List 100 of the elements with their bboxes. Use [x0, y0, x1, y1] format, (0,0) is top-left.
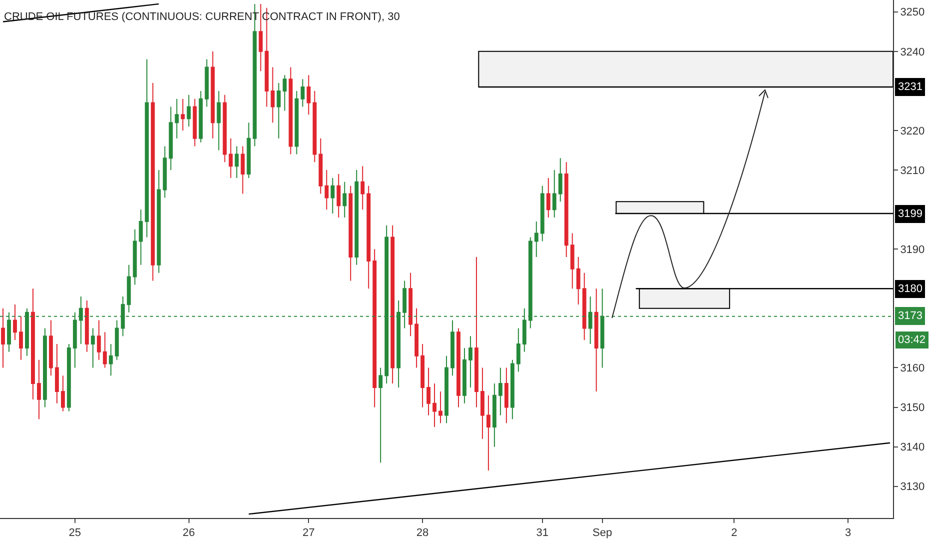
candlestick	[42, 328, 47, 408]
candlestick	[180, 98, 185, 131]
candlestick	[126, 264, 131, 313]
candlestick	[222, 94, 227, 163]
candlestick	[216, 90, 221, 151]
candlestick	[558, 158, 562, 202]
y-tick-label: 3160	[900, 362, 925, 375]
text: 03:42	[898, 334, 926, 346]
candlestick	[498, 367, 502, 416]
candlestick	[13, 304, 17, 341]
candlestick	[540, 185, 544, 242]
candlestick	[234, 146, 239, 178]
candlestick	[546, 177, 550, 218]
candlestick	[456, 328, 460, 408]
candlestick	[54, 344, 59, 404]
ref-line-label: 3199	[898, 208, 922, 220]
candlestick	[576, 256, 580, 305]
candlestick	[594, 288, 598, 392]
y-tick-label: 3150	[900, 402, 925, 414]
candlestick	[318, 138, 323, 194]
candlestick	[426, 367, 430, 416]
candlestick	[510, 359, 514, 420]
candlestick	[486, 394, 490, 472]
candlestick	[414, 308, 418, 368]
candlestick	[372, 248, 377, 408]
candlestick	[144, 58, 149, 238]
candlestick	[192, 98, 197, 147]
candlestick	[198, 90, 203, 143]
candlestick	[156, 170, 161, 274]
candlestick	[534, 220, 538, 258]
candlestick	[228, 138, 233, 178]
candlestick	[336, 173, 341, 218]
candlestick	[114, 320, 119, 360]
y-tick-label: 3190	[900, 244, 925, 256]
candlestick	[330, 177, 335, 214]
x-tick-label: Sep	[592, 527, 612, 540]
candlestick	[84, 300, 89, 352]
candlestick	[138, 209, 143, 266]
candlestick	[312, 90, 317, 163]
candlestick	[360, 166, 365, 210]
candlestick	[96, 320, 101, 360]
candlestick	[288, 66, 293, 155]
candlestick	[306, 74, 311, 116]
x-tick-label: 26	[182, 527, 195, 540]
candlestick	[450, 320, 454, 376]
candlestick	[36, 359, 41, 420]
candlestick	[552, 170, 556, 218]
candlestick	[276, 82, 281, 139]
candlestick	[210, 50, 215, 139]
candlestick	[258, 3, 263, 72]
candlestick	[516, 328, 520, 372]
candlestick	[564, 162, 568, 258]
candlestick	[132, 228, 137, 286]
candlestick	[48, 320, 53, 376]
candlestick	[444, 355, 448, 424]
x-tick-label: 3	[844, 527, 852, 540]
candlestick	[480, 367, 484, 440]
candlestick	[162, 146, 167, 198]
y-tick-label: 3140	[900, 442, 925, 454]
candlestick	[270, 66, 275, 124]
candlestick	[378, 367, 383, 464]
candlestick	[90, 328, 95, 368]
candlestick	[354, 170, 359, 266]
candlestick	[282, 74, 287, 112]
candlestick	[438, 390, 442, 424]
candlestick	[432, 383, 436, 428]
candlestick	[246, 122, 251, 178]
candlestick	[504, 367, 508, 424]
y-tick-label: 3220	[900, 125, 925, 138]
candlestick	[204, 58, 209, 108]
candlestick	[174, 98, 179, 139]
candlestick	[240, 146, 245, 194]
x-tick-label: 25	[68, 527, 82, 540]
x-tick-label: 2	[731, 527, 738, 540]
y-tick-label: 3130	[900, 481, 925, 494]
ref-line-label: 3180	[898, 283, 922, 295]
candlestick	[30, 288, 35, 400]
ref-line-label: 3231	[898, 81, 922, 93]
x-tick-label: 27	[302, 527, 315, 540]
candlestick	[1, 308, 5, 368]
candlestick	[462, 347, 466, 404]
candlestick	[108, 344, 113, 376]
y-tick-label: 3210	[900, 164, 925, 177]
y-tick-label: 3240	[900, 46, 925, 58]
candlestick	[300, 78, 305, 108]
candlestick	[324, 170, 329, 210]
candlestick	[348, 185, 353, 282]
candlestick	[468, 336, 472, 388]
candlestick	[102, 332, 107, 368]
candlestick	[366, 185, 371, 290]
candlestick	[408, 272, 413, 337]
candlestick	[474, 256, 478, 408]
ref-line-label: 3173	[898, 310, 922, 322]
candlestick	[60, 375, 65, 412]
candlestick	[492, 383, 496, 448]
candlestick	[294, 90, 299, 155]
candlestick	[420, 344, 424, 408]
candlestick	[570, 232, 574, 290]
candlestick	[150, 82, 155, 282]
candlestick	[168, 106, 173, 171]
